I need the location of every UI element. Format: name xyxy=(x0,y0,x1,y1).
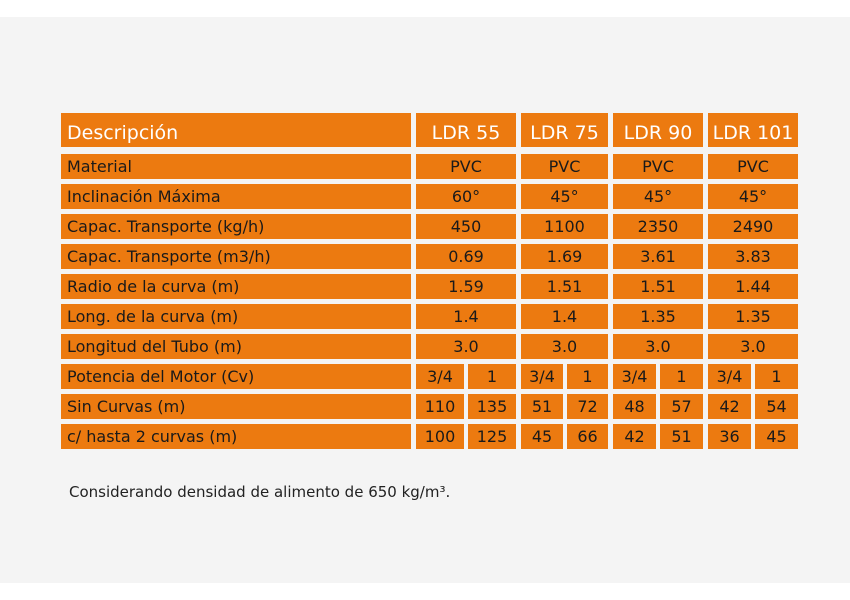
table-cell: 135 xyxy=(468,394,516,419)
table-cell: 3/4 xyxy=(613,364,656,389)
table-cell: 1 xyxy=(660,364,703,389)
row-label: Material xyxy=(61,154,411,179)
row-label: c/ hasta 2 curvas (m) xyxy=(61,424,411,449)
table-cell: 45° xyxy=(521,184,608,209)
content-panel xyxy=(0,17,850,583)
table-cell: 1 xyxy=(755,364,798,389)
table-cell: 45 xyxy=(521,424,563,449)
table-cell: 110 xyxy=(416,394,464,419)
header-model-1: LDR 55 xyxy=(416,113,516,147)
table-cell: PVC xyxy=(708,154,798,179)
footnote: Considerando densidad de alimento de 650… xyxy=(69,483,451,501)
header-model-4: LDR 101 xyxy=(708,113,798,147)
table-cell: 45° xyxy=(708,184,798,209)
row-label: Long. de la curva (m) xyxy=(61,304,411,329)
table-cell: 1.35 xyxy=(613,304,703,329)
table-cell: 51 xyxy=(521,394,563,419)
table-cell: 66 xyxy=(567,424,608,449)
table-cell: 1.51 xyxy=(521,274,608,299)
table-cell: 1.4 xyxy=(521,304,608,329)
table-cell: 2350 xyxy=(613,214,703,239)
table-cell: 72 xyxy=(567,394,608,419)
table-cell: 54 xyxy=(755,394,798,419)
row-label: Inclinación Máxima xyxy=(61,184,411,209)
table-cell: 60° xyxy=(416,184,516,209)
table-cell: 42 xyxy=(613,424,656,449)
table-cell: 450 xyxy=(416,214,516,239)
table-cell: 1 xyxy=(567,364,608,389)
table-cell: 1.4 xyxy=(416,304,516,329)
table-cell: 1100 xyxy=(521,214,608,239)
table-cell: 3.83 xyxy=(708,244,798,269)
table-cell: PVC xyxy=(613,154,703,179)
table-cell: 1.51 xyxy=(613,274,703,299)
table-cell: 3.61 xyxy=(613,244,703,269)
table-cell: 1 xyxy=(468,364,516,389)
row-label: Potencia del Motor (Cv) xyxy=(61,364,411,389)
table-cell: 1.59 xyxy=(416,274,516,299)
table-cell: PVC xyxy=(521,154,608,179)
table-cell: 0.69 xyxy=(416,244,516,269)
table-cell: 45 xyxy=(755,424,798,449)
table-cell: 3.0 xyxy=(416,334,516,359)
table-cell: 1.69 xyxy=(521,244,608,269)
row-label: Radio de la curva (m) xyxy=(61,274,411,299)
table-cell: 51 xyxy=(660,424,703,449)
table-cell: 3/4 xyxy=(416,364,464,389)
table-cell: 1.35 xyxy=(708,304,798,329)
header-model-2: LDR 75 xyxy=(521,113,608,147)
table-cell: 3/4 xyxy=(521,364,563,389)
table-cell: 57 xyxy=(660,394,703,419)
table-cell: 48 xyxy=(613,394,656,419)
table-cell: 3.0 xyxy=(521,334,608,359)
row-label: Sin Curvas (m) xyxy=(61,394,411,419)
table-cell: 42 xyxy=(708,394,751,419)
row-label: Capac. Transporte (m3/h) xyxy=(61,244,411,269)
table-cell: 125 xyxy=(468,424,516,449)
header-model-3: LDR 90 xyxy=(613,113,703,147)
row-label: Longitud del Tubo (m) xyxy=(61,334,411,359)
table-cell: PVC xyxy=(416,154,516,179)
table-cell: 3.0 xyxy=(708,334,798,359)
header-description: Descripción xyxy=(61,113,411,147)
table-cell: 2490 xyxy=(708,214,798,239)
row-label: Capac. Transporte (kg/h) xyxy=(61,214,411,239)
table-cell: 36 xyxy=(708,424,751,449)
table-cell: 3/4 xyxy=(708,364,751,389)
table-cell: 3.0 xyxy=(613,334,703,359)
table-cell: 45° xyxy=(613,184,703,209)
table-cell: 100 xyxy=(416,424,464,449)
table-cell: 1.44 xyxy=(708,274,798,299)
